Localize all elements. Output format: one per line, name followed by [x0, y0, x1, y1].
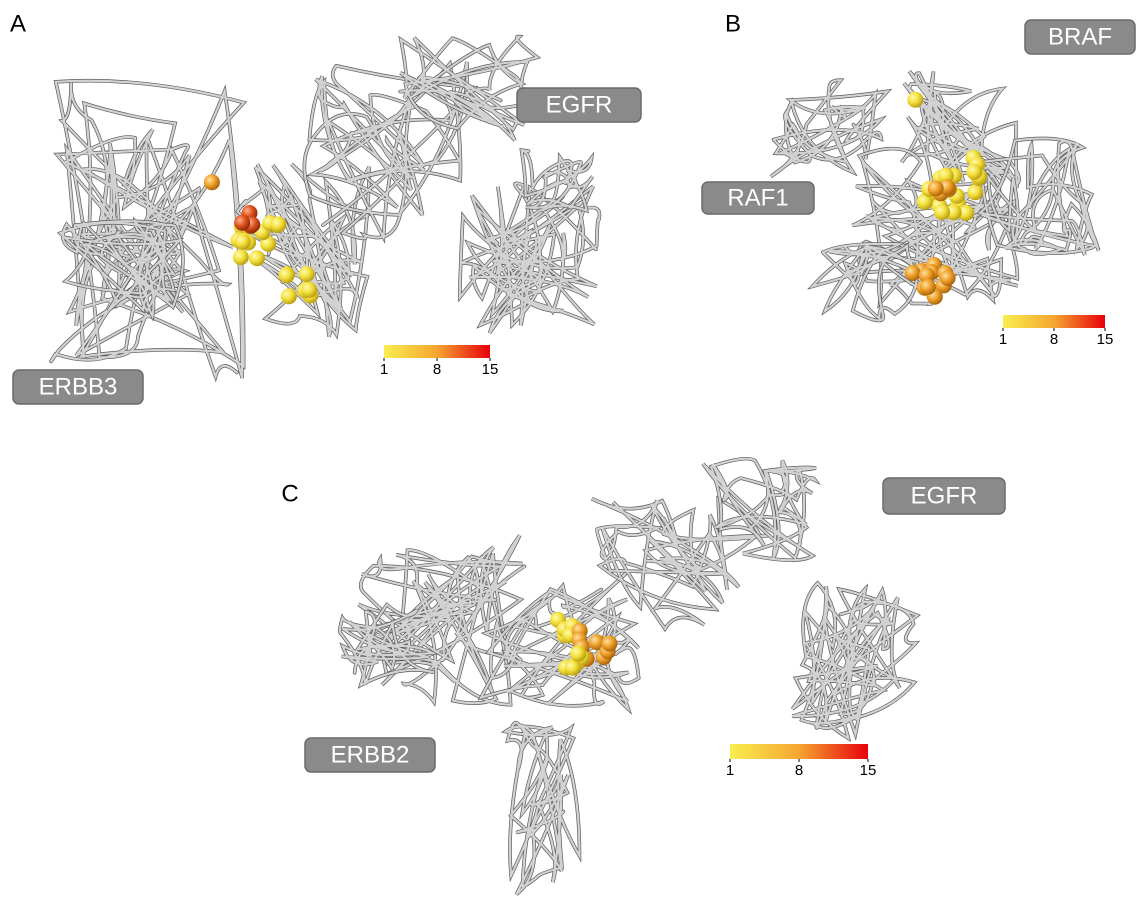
residue-sphere	[565, 660, 581, 676]
residue-sphere	[249, 250, 265, 266]
residue-sphere	[570, 646, 586, 662]
panel-letter: C	[281, 480, 298, 507]
protein-structures	[51, 37, 1099, 895]
ribbon	[505, 723, 579, 895]
protein-label: RAF1	[727, 184, 788, 211]
colorbar-tick-label: 15	[1097, 331, 1114, 348]
residue-sphere	[934, 204, 950, 220]
residue-sphere	[235, 234, 251, 250]
colorbar-tick-label: 1	[999, 331, 1007, 348]
panel-letter: B	[725, 10, 741, 37]
protein-label: EGFR	[546, 91, 613, 118]
protein-label: EGFR	[911, 482, 978, 509]
residue-sphere	[234, 215, 250, 231]
residue-sphere	[233, 249, 249, 265]
residue-sphere	[301, 282, 317, 298]
residue-sphere	[967, 184, 983, 200]
residue-sphere	[602, 636, 618, 652]
residue-sphere	[940, 270, 956, 286]
figure: A EGFR ERBB3 1 8 15 B BRAF RAF1 1 8 15 C EGFR ERBB2 1 8 1…	[0, 0, 1139, 917]
residue-spheres	[204, 92, 987, 676]
residue-sphere	[271, 216, 287, 232]
residue-sphere	[907, 92, 923, 108]
colorbar-tick-label: 8	[795, 762, 803, 779]
protein-label: ERBB2	[331, 741, 410, 768]
residue-sphere	[299, 266, 315, 282]
ribbon	[400, 37, 537, 141]
page: {"panels": [ {"letter": "A", "proteins":…	[0, 0, 1139, 917]
residue-sphere	[905, 265, 921, 281]
colorbar	[1003, 315, 1105, 328]
residue-sphere	[204, 174, 220, 190]
colorbar-tick-label: 15	[482, 361, 499, 378]
residue-sphere	[281, 288, 297, 304]
colorbar	[384, 345, 490, 358]
ribbon	[771, 80, 888, 176]
colorbar-tick-label: 8	[433, 361, 441, 378]
colorbar-tick-label: 1	[380, 361, 388, 378]
protein-label: ERBB3	[39, 373, 118, 400]
colorbar	[730, 744, 868, 759]
colorbar-tick-label: 1	[726, 762, 734, 779]
residue-sphere	[920, 279, 936, 295]
colorbar-tick-label: 15	[860, 762, 877, 779]
protein-label: BRAF	[1048, 23, 1112, 50]
residue-sphere	[966, 164, 982, 180]
colorbar-tick-label: 8	[1050, 331, 1058, 348]
panel-letter: A	[10, 10, 26, 37]
residue-sphere	[279, 267, 295, 283]
residue-sphere	[928, 180, 944, 196]
